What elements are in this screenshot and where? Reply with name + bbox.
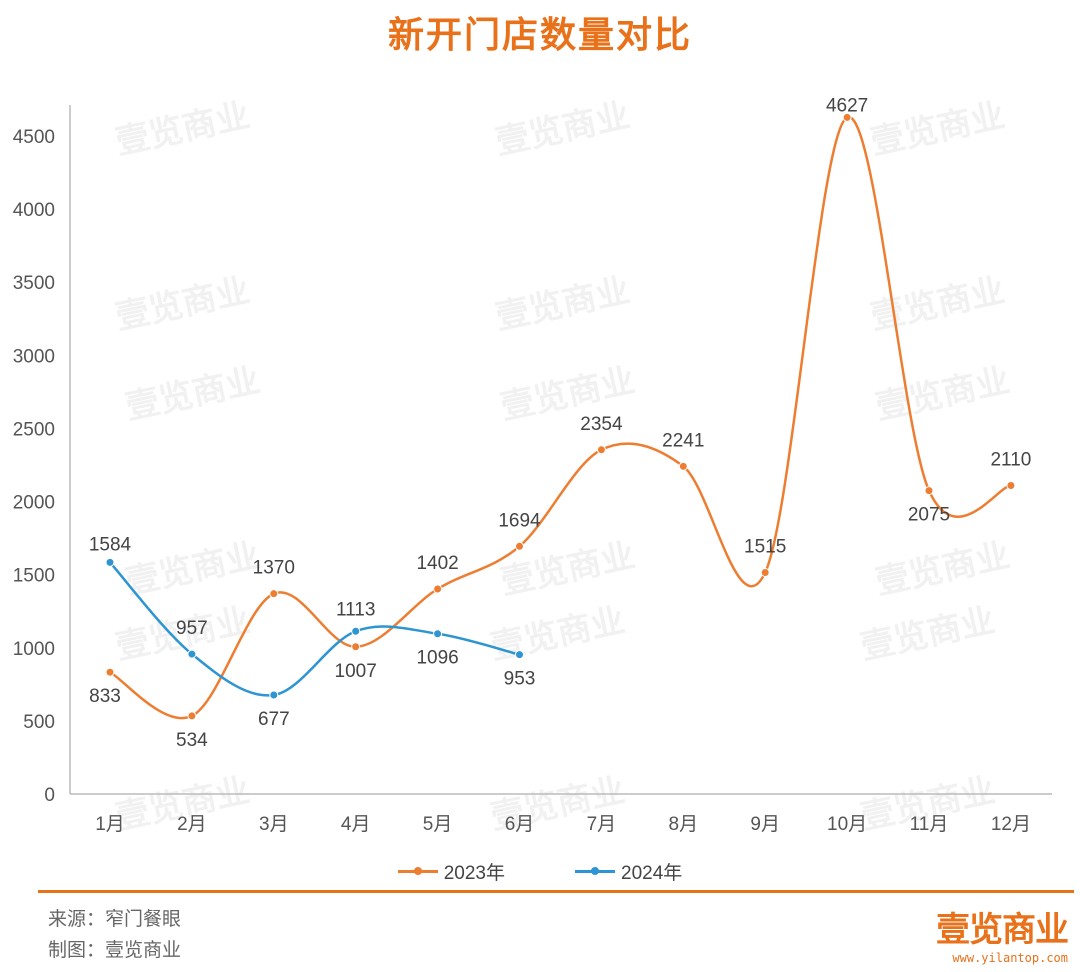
data-label: 1007 xyxy=(335,661,377,682)
chart-title: 新开门店数量对比 xyxy=(387,15,692,56)
data-point xyxy=(924,486,934,496)
watermark: 壹览商业 xyxy=(112,96,253,163)
source-note: 来源：窄门餐眼 xyxy=(48,908,182,930)
x-tick-label: 11月 xyxy=(910,814,949,835)
x-tick-label: 1月 xyxy=(95,814,125,835)
y-tick-label: 2500 xyxy=(13,419,55,440)
watermark: 壹览商业 xyxy=(122,536,263,603)
y-tick-label: 1500 xyxy=(13,566,55,587)
watermark: 壹览商业 xyxy=(872,536,1013,603)
legend-item-2023: 2023年 xyxy=(397,858,505,885)
y-tick-label: 4000 xyxy=(13,200,55,221)
y-tick-label: 4500 xyxy=(13,127,55,148)
brand-logo: 壹览商业 www.yilantop.com xyxy=(936,902,1069,965)
watermark: 壹览商业 xyxy=(487,601,628,668)
data-label: 1402 xyxy=(416,553,458,574)
y-tick-label: 500 xyxy=(23,712,55,733)
data-label: 953 xyxy=(504,669,536,690)
credit-note: 制图：壹览商业 xyxy=(48,939,182,961)
watermark: 壹览商业 xyxy=(867,96,1008,163)
watermark: 壹览商业 xyxy=(492,271,633,338)
data-point xyxy=(269,589,279,599)
data-point xyxy=(515,541,524,551)
legend-item-2024: 2024年 xyxy=(575,858,682,885)
data-label: 1584 xyxy=(89,534,132,555)
data-label: 4627 xyxy=(826,95,868,116)
data-label: 2354 xyxy=(580,414,623,435)
data-label: 1515 xyxy=(744,536,786,557)
footer-divider xyxy=(38,890,1074,893)
data-point xyxy=(351,626,361,636)
logo-text: 壹览商业 xyxy=(936,910,1069,950)
footer: 来源：窄门餐眼 制图：壹览商业 xyxy=(48,904,181,966)
x-tick-label: 9月 xyxy=(750,814,780,835)
legend: 2023年 2024年 xyxy=(0,858,1080,885)
data-label: 677 xyxy=(258,709,290,730)
data-label: 957 xyxy=(176,618,208,639)
data-label: 1096 xyxy=(416,648,458,669)
legend-marker-2024 xyxy=(575,867,615,875)
data-point xyxy=(1006,480,1016,490)
data-point xyxy=(269,690,279,700)
data-point xyxy=(351,642,361,652)
logo-url: www.yilantop.com xyxy=(952,951,1068,965)
data-label: 1370 xyxy=(253,558,295,579)
data-label: 833 xyxy=(89,686,121,707)
data-point xyxy=(596,445,606,455)
data-point xyxy=(678,461,688,471)
y-tick-label: 2000 xyxy=(13,493,55,514)
x-tick-label: 12月 xyxy=(991,814,1031,835)
data-label: 2110 xyxy=(990,449,1031,470)
data-point xyxy=(760,567,770,577)
data-label: 2075 xyxy=(908,505,950,526)
data-point xyxy=(105,557,115,567)
legend-label-2023: 2023年 xyxy=(443,863,505,884)
y-tick-label: 3000 xyxy=(13,346,55,367)
watermark: 壹览商业 xyxy=(872,361,1013,428)
data-label: 2241 xyxy=(662,430,704,451)
x-tick-label: 5月 xyxy=(423,814,453,835)
x-tick-label: 6月 xyxy=(505,814,535,835)
data-point xyxy=(105,667,115,677)
data-point xyxy=(515,650,524,660)
watermark: 壹览商业 xyxy=(857,601,998,668)
x-tick-label: 10月 xyxy=(827,814,867,835)
y-tick-label: 1000 xyxy=(13,639,55,660)
data-point xyxy=(433,629,443,639)
x-tick-label: 7月 xyxy=(587,814,617,835)
x-tick-label: 8月 xyxy=(669,814,699,835)
legend-marker-2023 xyxy=(397,867,438,875)
data-point xyxy=(842,112,852,122)
watermark: 壹览商业 xyxy=(112,271,253,338)
data-label: 534 xyxy=(176,730,208,751)
watermark: 壹览商业 xyxy=(492,96,633,163)
y-tick-label: 3500 xyxy=(13,273,55,294)
data-label: 1694 xyxy=(498,510,541,531)
data-point xyxy=(433,584,443,594)
data-point xyxy=(187,711,197,721)
data-label: 1113 xyxy=(336,599,375,620)
legend-label-2024: 2024年 xyxy=(621,863,683,884)
x-tick-label: 2月 xyxy=(177,814,207,835)
x-tick-label: 3月 xyxy=(259,814,289,835)
watermark: 壹览商业 xyxy=(122,361,263,428)
y-tick-label: 0 xyxy=(44,785,55,806)
data-point xyxy=(187,649,197,659)
x-tick-label: 4月 xyxy=(341,814,371,835)
